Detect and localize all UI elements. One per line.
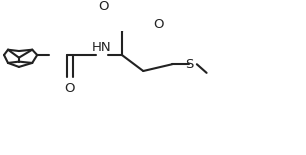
Text: HN: HN (92, 41, 111, 54)
Text: O: O (65, 82, 75, 95)
Text: O: O (99, 0, 109, 13)
Text: O: O (153, 18, 163, 31)
Text: S: S (185, 58, 193, 71)
